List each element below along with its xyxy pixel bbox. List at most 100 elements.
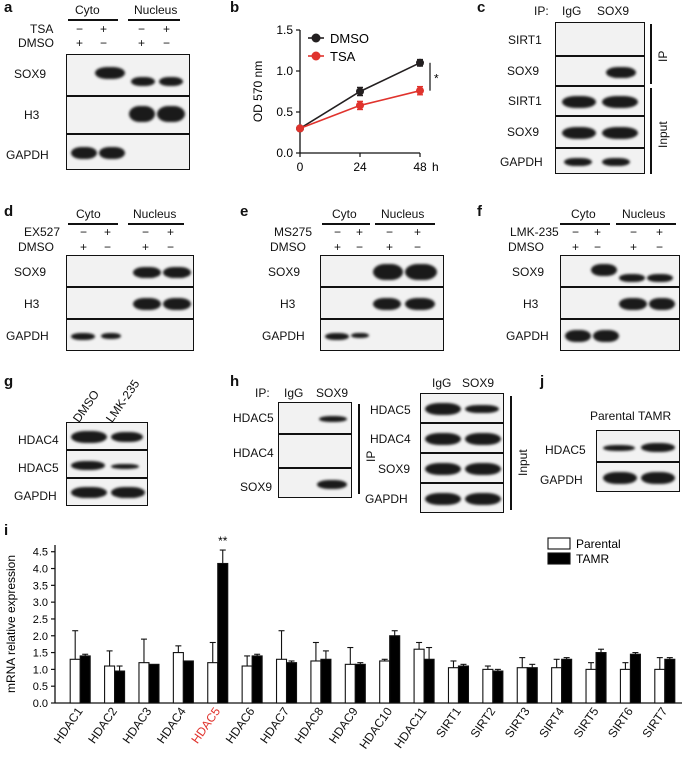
col-label: LMK-235 — [103, 377, 143, 426]
x-tick-label: SIRT2 — [467, 704, 498, 740]
bar — [148, 663, 160, 704]
y-tick-label: 3.5 — [33, 580, 48, 592]
western-blot — [560, 287, 680, 319]
blot-label: HDAC4 — [370, 432, 411, 446]
significance-label: * — [434, 72, 439, 86]
western-blot — [420, 483, 504, 513]
western-blot — [555, 86, 645, 116]
header-nucleus: Nucleus — [381, 207, 425, 221]
panel-letter: d — [4, 203, 14, 220]
bar — [320, 658, 332, 704]
sign: + — [163, 22, 171, 36]
western-blot — [278, 434, 352, 468]
col-label: IgG — [284, 386, 304, 400]
western-blot — [66, 478, 148, 506]
western-blot — [66, 96, 190, 134]
sign: + — [414, 225, 422, 239]
x-tick-label: HDAC5 — [188, 704, 223, 746]
header-cyto: Cyto — [571, 207, 596, 221]
blot-label: SOX9 — [378, 462, 411, 476]
bar — [551, 667, 563, 704]
blot-label: GAPDH — [6, 329, 49, 343]
header-nucleus: Nucleus — [622, 207, 666, 221]
sign: + — [656, 225, 664, 239]
western-blot — [66, 54, 190, 96]
sign: − — [167, 240, 175, 254]
blot-label: SOX9 — [512, 265, 545, 279]
western-blot — [596, 430, 680, 462]
bar — [595, 652, 607, 704]
y-tick-label: 2.5 — [33, 614, 48, 626]
sign: + — [138, 36, 146, 50]
blot-label: SOX9 — [14, 67, 47, 81]
bracket-ip — [650, 24, 652, 84]
y-tick-label: 0.0 — [33, 698, 48, 710]
western-blot — [320, 287, 444, 319]
blot-label: SOX9 — [507, 125, 540, 139]
side-label-ip: IP — [656, 50, 670, 62]
x-tick-label: 0 — [297, 160, 304, 174]
sign: − — [386, 225, 394, 239]
underline — [616, 223, 676, 225]
blot-label: HDAC4 — [18, 433, 59, 447]
panel-letter: a — [4, 0, 13, 16]
bracket-input — [650, 88, 652, 174]
sign: + — [167, 225, 175, 239]
panel-letter: g — [4, 373, 14, 390]
bar — [114, 670, 126, 704]
x-tick-label: SIRT7 — [639, 704, 670, 740]
y-tick-label: 0.5 — [33, 681, 48, 693]
x-tick-label: HDAC7 — [257, 704, 292, 746]
side-label-ip: IP — [364, 450, 378, 462]
blot-label: H3 — [24, 297, 40, 311]
blot-label: GAPDH — [262, 329, 305, 343]
blot-label: HDAC5 — [233, 411, 274, 425]
bar — [207, 662, 219, 704]
col-label: IgG — [432, 376, 452, 390]
header-cyto: Cyto — [332, 207, 357, 221]
data-point — [416, 86, 424, 95]
side-label-input: Input — [656, 121, 670, 148]
col-label: SOX9 — [462, 376, 495, 390]
row-label-drug: TSA — [30, 22, 54, 36]
underline — [560, 223, 610, 225]
underline — [128, 223, 184, 225]
blot-label: SIRT1 — [508, 94, 542, 108]
bar — [423, 658, 435, 704]
significance-label: ** — [218, 534, 228, 548]
y-tick-label: 1.0 — [276, 64, 293, 78]
blot-label: H3 — [280, 297, 296, 311]
y-tick-label: 4.5 — [33, 547, 48, 559]
legend-marker — [311, 51, 321, 61]
bar — [138, 662, 150, 704]
blot-label: SOX9 — [268, 265, 301, 279]
blot-label: GAPDH — [506, 329, 549, 343]
bar — [310, 660, 322, 704]
bar — [285, 662, 298, 704]
header-cyto: Cyto — [75, 3, 100, 17]
y-tick-label: 0.5 — [276, 105, 293, 119]
blot-label: SIRT1 — [508, 33, 542, 47]
bar — [457, 665, 470, 704]
bar — [561, 658, 573, 704]
western-blot — [420, 453, 504, 483]
blot-label: GAPDH — [6, 148, 49, 162]
western-blot — [420, 393, 504, 423]
y-tick-label: 2.0 — [33, 631, 48, 643]
x-tick-label: SIRT1 — [433, 704, 464, 740]
underline — [68, 19, 118, 21]
bar — [389, 635, 401, 704]
western-blot — [320, 319, 444, 351]
bar — [526, 667, 538, 704]
panel-letter: j — [540, 373, 545, 390]
row-label-dmso: DMSO — [270, 240, 306, 254]
bar — [217, 562, 229, 704]
sign: − — [572, 225, 580, 239]
panel-letter: i — [4, 522, 9, 539]
sign: + — [572, 240, 580, 254]
sign: + — [104, 225, 112, 239]
legend-marker — [311, 33, 321, 43]
bar — [447, 667, 460, 704]
bar — [344, 663, 356, 704]
blot-label: H3 — [24, 108, 40, 122]
